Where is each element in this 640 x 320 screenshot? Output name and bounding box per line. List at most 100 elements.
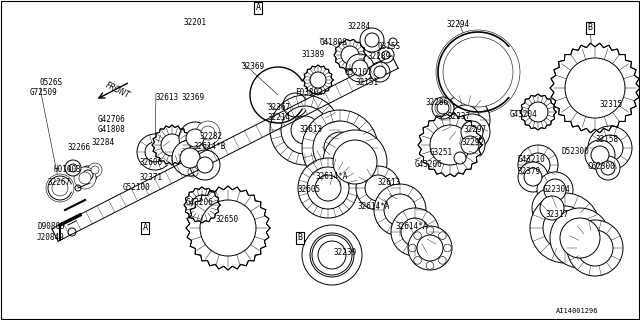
Text: 32369: 32369 <box>242 62 265 71</box>
Text: A: A <box>255 4 260 12</box>
Text: 32297: 32297 <box>463 125 486 134</box>
Text: G41808: G41808 <box>320 38 348 47</box>
Text: 32284: 32284 <box>92 138 115 147</box>
Text: B: B <box>588 23 593 33</box>
Text: 32286: 32286 <box>425 98 448 107</box>
Text: B: B <box>298 234 303 243</box>
Circle shape <box>302 225 362 285</box>
Text: 32267: 32267 <box>47 178 70 187</box>
Text: 32606: 32606 <box>140 158 163 167</box>
Circle shape <box>190 150 220 180</box>
Circle shape <box>91 166 99 174</box>
Circle shape <box>184 187 220 223</box>
Circle shape <box>323 130 387 194</box>
Circle shape <box>443 37 513 107</box>
Circle shape <box>588 126 632 170</box>
Text: 32367: 32367 <box>267 103 290 112</box>
Circle shape <box>310 233 354 277</box>
Text: 32214: 32214 <box>267 113 290 122</box>
Circle shape <box>318 241 346 269</box>
Circle shape <box>432 97 454 119</box>
Text: G42706: G42706 <box>98 115 125 124</box>
Text: 32650: 32650 <box>215 215 238 224</box>
Text: G3251: G3251 <box>430 148 453 157</box>
Circle shape <box>418 113 482 177</box>
Text: 32369: 32369 <box>182 93 205 102</box>
Text: 32317: 32317 <box>545 210 568 219</box>
Circle shape <box>518 145 558 185</box>
Circle shape <box>83 170 93 180</box>
Circle shape <box>544 179 566 201</box>
Circle shape <box>270 95 340 165</box>
Circle shape <box>585 140 615 170</box>
Text: H01003: H01003 <box>53 165 81 174</box>
Text: FRONT: FRONT <box>104 80 132 100</box>
Text: 32315: 32315 <box>600 100 623 109</box>
Circle shape <box>356 166 400 210</box>
Circle shape <box>550 43 640 133</box>
Circle shape <box>450 148 470 168</box>
Circle shape <box>537 172 573 208</box>
Circle shape <box>374 184 426 236</box>
Circle shape <box>374 66 386 78</box>
Text: G43210: G43210 <box>518 155 546 164</box>
Text: 0315S: 0315S <box>378 42 401 51</box>
Circle shape <box>186 129 204 147</box>
Text: 32201: 32201 <box>184 18 207 27</box>
Circle shape <box>567 220 623 276</box>
Text: 32266: 32266 <box>67 143 90 152</box>
Text: G52101: G52101 <box>345 68 372 77</box>
Text: 32237: 32237 <box>447 112 470 121</box>
Circle shape <box>601 161 615 175</box>
Circle shape <box>391 208 439 256</box>
Circle shape <box>596 156 620 180</box>
Circle shape <box>79 166 97 184</box>
Circle shape <box>196 121 220 145</box>
Text: C62300: C62300 <box>588 162 616 171</box>
Circle shape <box>303 65 333 95</box>
Text: G43206: G43206 <box>186 198 214 207</box>
Circle shape <box>524 168 542 186</box>
Circle shape <box>436 30 520 114</box>
Circle shape <box>518 162 548 192</box>
Circle shape <box>365 33 379 47</box>
Circle shape <box>454 152 466 164</box>
Circle shape <box>179 122 211 154</box>
Circle shape <box>298 158 358 218</box>
Text: 32292: 32292 <box>462 138 485 147</box>
Circle shape <box>461 136 479 154</box>
Circle shape <box>186 186 270 270</box>
Circle shape <box>550 208 610 268</box>
Circle shape <box>197 157 213 173</box>
Circle shape <box>560 218 600 258</box>
Circle shape <box>461 121 483 143</box>
Circle shape <box>370 62 390 82</box>
Circle shape <box>530 193 600 263</box>
Circle shape <box>532 188 572 228</box>
Circle shape <box>79 172 91 184</box>
Circle shape <box>201 126 215 140</box>
Text: 0526S: 0526S <box>40 78 63 87</box>
Circle shape <box>312 235 352 275</box>
Text: 32613: 32613 <box>156 93 179 102</box>
Text: 32614*A: 32614*A <box>315 172 348 181</box>
Text: 32613: 32613 <box>300 125 323 134</box>
Text: 32282: 32282 <box>200 132 223 141</box>
Circle shape <box>46 174 74 202</box>
Text: F03802: F03802 <box>295 88 323 97</box>
Text: AI14001296: AI14001296 <box>556 308 598 314</box>
Circle shape <box>88 163 102 177</box>
Circle shape <box>334 39 366 71</box>
Text: D90805: D90805 <box>37 222 65 231</box>
Circle shape <box>382 51 390 59</box>
Circle shape <box>454 114 490 150</box>
Text: 32614*B: 32614*B <box>193 142 225 151</box>
Circle shape <box>437 102 449 114</box>
Circle shape <box>302 110 378 186</box>
Circle shape <box>152 125 192 165</box>
Text: G72509: G72509 <box>30 88 58 97</box>
Text: 32284: 32284 <box>348 22 371 31</box>
Text: 32239: 32239 <box>333 248 356 257</box>
Circle shape <box>74 167 96 189</box>
Text: 32605: 32605 <box>298 185 321 194</box>
